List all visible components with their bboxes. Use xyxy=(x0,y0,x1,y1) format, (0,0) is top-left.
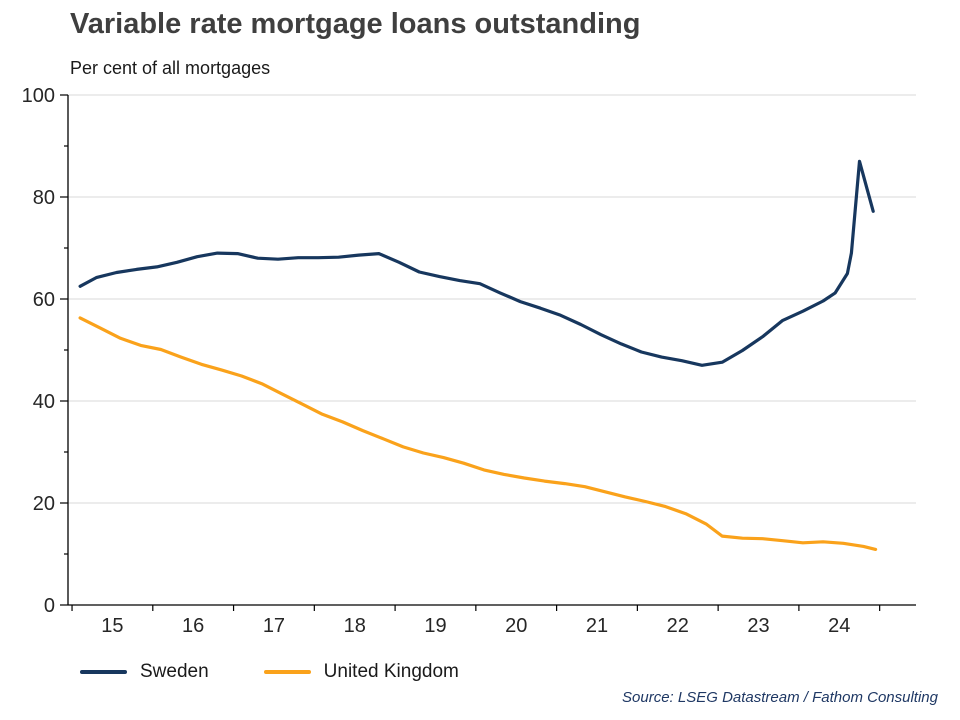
sweden-line xyxy=(78,159,875,367)
united-kingdom-line xyxy=(78,316,878,552)
y-axis: 0 20 40 60 80 100 xyxy=(22,85,68,617)
x-axis: 15 16 17 18 19 20 21 22 23 24 xyxy=(71,605,881,637)
svg-text:19: 19 xyxy=(424,615,446,637)
legend-item-united-kingdom: United Kingdom xyxy=(263,661,459,683)
legend: Sweden United Kingdom xyxy=(80,661,459,683)
svg-text:20: 20 xyxy=(33,493,55,515)
svg-text:15: 15 xyxy=(101,615,123,637)
svg-text:17: 17 xyxy=(263,615,285,637)
legend-label-united-kingdom: United Kingdom xyxy=(323,661,459,682)
gridlines xyxy=(68,94,916,504)
svg-text:100: 100 xyxy=(22,85,55,107)
chart-subtitle: Per cent of all mortgages xyxy=(70,58,271,78)
svg-text:23: 23 xyxy=(747,615,769,637)
svg-text:0: 0 xyxy=(44,595,55,617)
svg-text:21: 21 xyxy=(586,615,608,637)
sweden-line-swatch xyxy=(80,670,127,674)
axes xyxy=(67,95,916,606)
svg-text:22: 22 xyxy=(667,615,689,637)
source-attribution: Source: LSEG Datastream / Fathom Consult… xyxy=(622,689,938,706)
svg-text:16: 16 xyxy=(182,615,204,637)
svg-text:80: 80 xyxy=(33,187,55,209)
svg-text:40: 40 xyxy=(33,391,55,413)
svg-text:18: 18 xyxy=(344,615,366,637)
svg-text:60: 60 xyxy=(33,289,55,311)
legend-item-sweden: Sweden xyxy=(80,661,209,683)
legend-label-sweden: Sweden xyxy=(140,661,209,682)
svg-text:20: 20 xyxy=(505,615,527,637)
united-kingdom-line-swatch xyxy=(263,670,311,674)
chart-title: Variable rate mortgage loans outstanding xyxy=(70,8,641,40)
svg-text:24: 24 xyxy=(828,615,850,637)
